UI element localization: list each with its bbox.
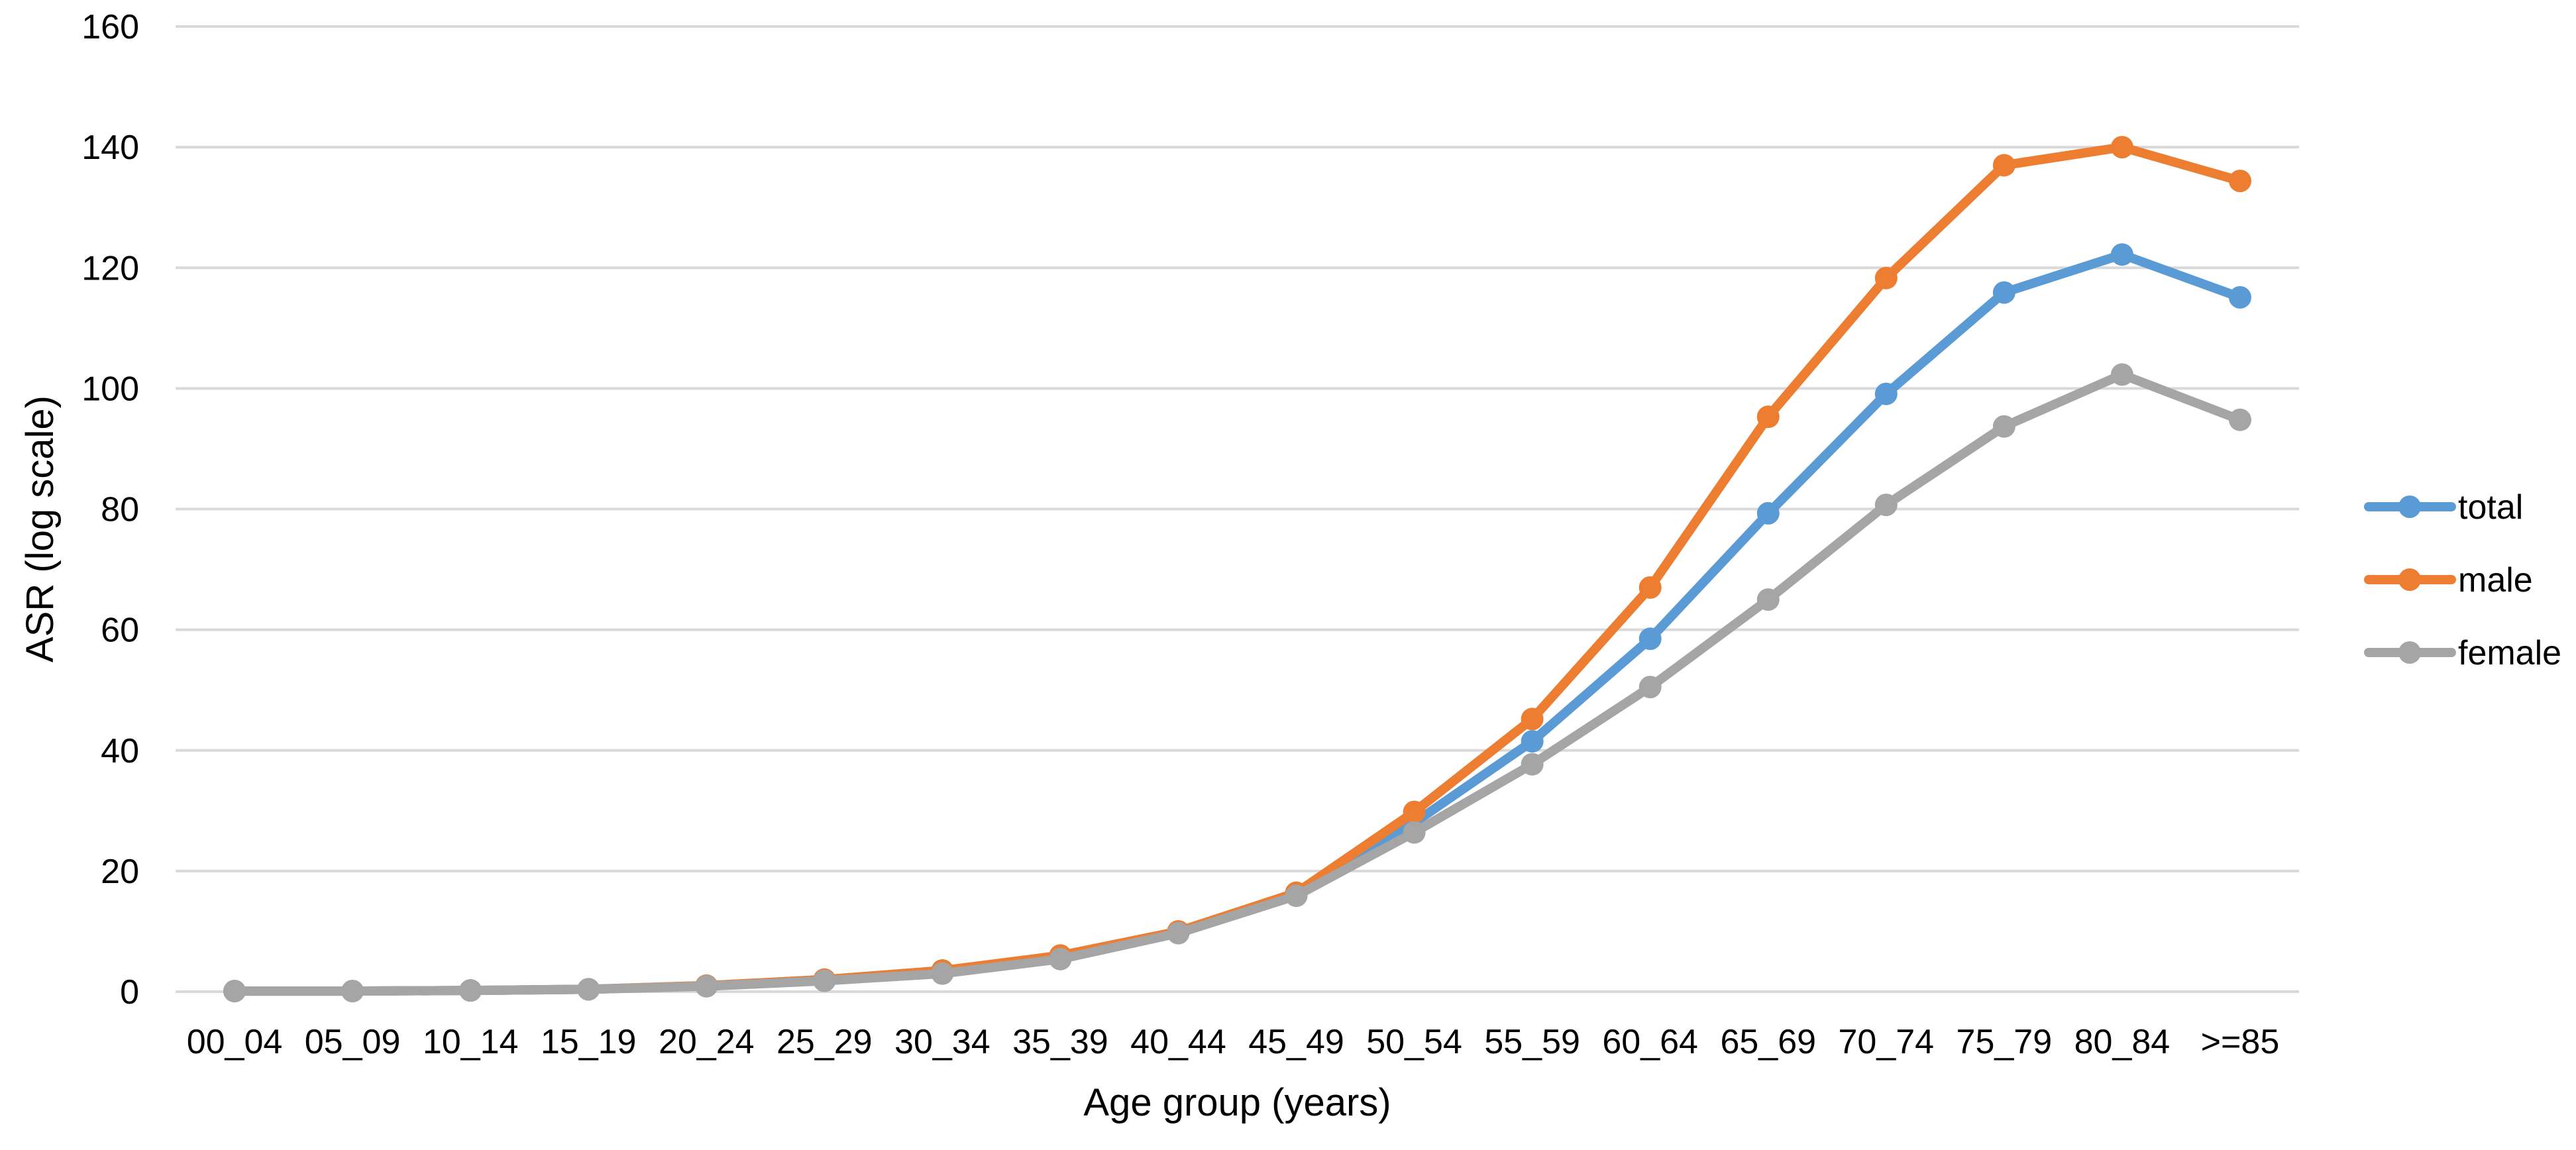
data-point-total [1874,382,1898,405]
data-point-male [1521,707,1544,731]
x-tick-label: 10_14 [423,1023,519,1061]
x-tick-label: 70_74 [1839,1023,1935,1061]
y-axis-ticks: 0 20 40 60 80 100 120 140 160 [81,8,139,1012]
series-female [223,363,2251,1003]
data-point-female [695,974,718,998]
y-tick-label: 80 [101,491,139,529]
gridlines [176,25,2299,993]
data-point-total [1638,627,1662,651]
x-tick-label: 50_54 [1366,1023,1462,1061]
y-tick-label: 100 [81,370,139,408]
data-point-female [341,980,364,1003]
legend-marker-male [2398,568,2421,591]
data-point-female [1992,415,2015,438]
legend-label-total: total [2458,488,2523,527]
x-tick-label: 15_19 [541,1023,637,1061]
x-tick-label: 60_64 [1602,1023,1698,1061]
y-tick-label: 120 [81,249,139,288]
data-point-total [1992,281,2015,304]
data-point-male [1874,266,1898,289]
data-point-female [1756,588,1780,611]
data-point-female [577,978,600,1001]
data-point-male [1638,576,1662,599]
x-tick-label: 35_39 [1012,1023,1108,1061]
data-point-female [459,979,482,1002]
data-point-male [2228,170,2251,193]
data-point-male [2110,136,2133,159]
data-point-female [2228,408,2251,431]
x-tick-label: 40_44 [1130,1023,1226,1061]
data-point-female [1874,494,1898,517]
x-tick-label: >=85 [2201,1023,2280,1061]
legend-marker-total [2398,496,2421,518]
data-point-female [931,962,954,985]
y-axis-title: ASR (log scale) [19,395,62,662]
data-point-female [223,980,246,1003]
y-tick-label: 0 [120,973,139,1012]
legend-marker-female [2398,641,2421,664]
legend-label-male: male [2458,561,2533,600]
legend-item-total: total [2364,488,2523,527]
data-point-female [1403,821,1426,844]
x-tick-label: 55_59 [1484,1023,1580,1061]
x-tick-label: 45_49 [1248,1023,1344,1061]
legend: total male female [2364,488,2561,672]
x-axis-ticks: 00_04 05_09 10_14 15_19 20_24 25_29 30_34 35_39… [187,1023,2280,1061]
legend-item-male: male [2364,561,2533,600]
series-line-male [230,142,2245,996]
x-tick-label: 65_69 [1720,1023,1816,1061]
y-tick-label: 40 [101,732,139,770]
data-point-total [1756,501,1780,525]
series-male [223,136,2251,1003]
y-tick-label: 20 [101,853,139,891]
data-point-female [2110,363,2133,386]
x-tick-label: 30_34 [894,1023,991,1061]
x-tick-label: 75_79 [1957,1023,2053,1061]
x-tick-label: 80_84 [2074,1023,2171,1061]
x-tick-label: 25_29 [777,1023,873,1061]
y-tick-label: 160 [81,8,139,46]
x-tick-label: 20_24 [659,1023,755,1061]
data-point-total [2228,286,2251,309]
series-line-total [230,250,2245,996]
data-point-male [1992,154,2015,177]
series-line-female [230,370,2245,996]
y-tick-label: 140 [81,129,139,167]
x-axis-title: Age group (years) [1083,1081,1391,1124]
data-point-female [1167,921,1190,945]
data-point-male [1403,800,1426,823]
data-point-female [1285,884,1308,908]
data-point-female [1638,676,1662,699]
data-point-total [2110,243,2133,266]
legend-item-female: female [2364,634,2561,672]
data-point-total [1521,730,1544,753]
legend-label-female: female [2458,634,2561,672]
x-tick-label: 05_09 [305,1023,401,1061]
x-tick-label: 00_04 [187,1023,283,1061]
data-point-female [813,969,836,992]
data-point-male [1756,405,1780,429]
series-total [223,243,2251,1003]
data-point-female [1049,947,1072,970]
data-point-female [1521,753,1544,776]
series-layer [223,136,2251,1003]
y-tick-label: 60 [101,611,139,650]
